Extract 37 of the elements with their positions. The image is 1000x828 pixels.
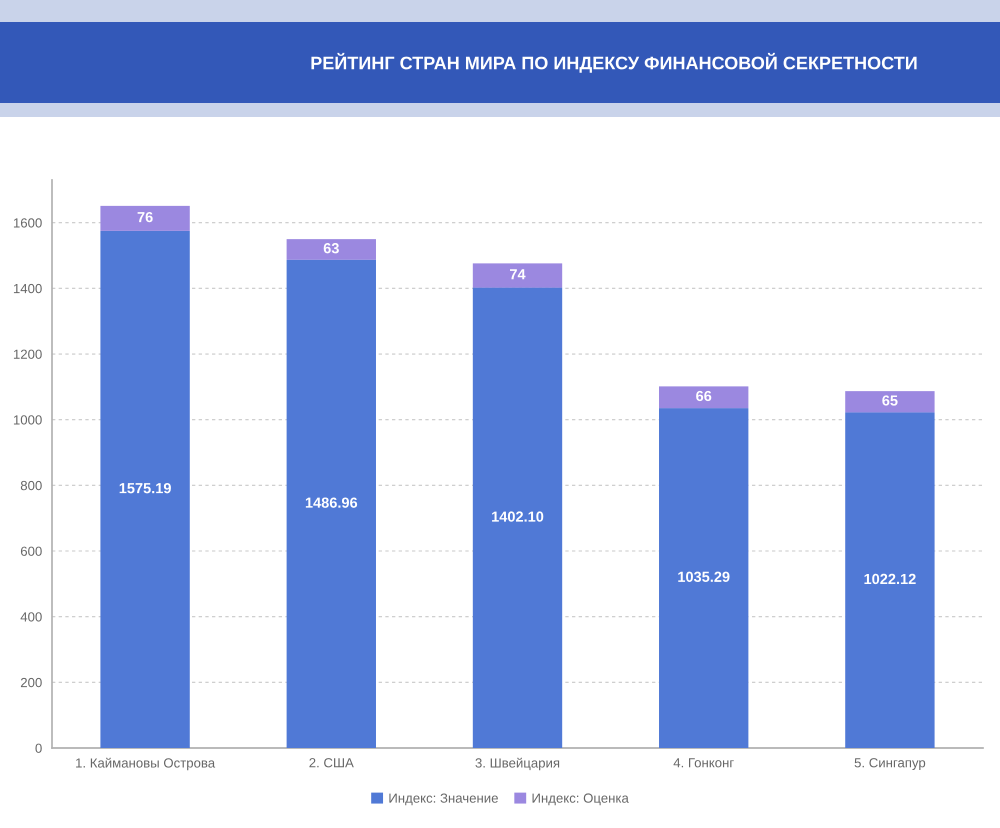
- bar: [472, 288, 562, 748]
- x-tick-label: 1. Каймановы Острова: [76, 758, 216, 770]
- data-label: 65: [882, 395, 898, 406]
- x-tick-label: 2. США: [309, 758, 354, 768]
- data-label: 1402.10: [492, 511, 544, 522]
- y-tick-label: 400: [20, 612, 42, 622]
- bar: [845, 391, 935, 412]
- y-tick-label: 1400: [14, 284, 42, 294]
- y-tick-label: 1200: [14, 350, 42, 359]
- data-label: 66: [696, 390, 712, 402]
- data-label: 1022.12: [864, 574, 916, 584]
- bar: [286, 260, 376, 748]
- bar: [100, 206, 190, 231]
- y-tick-label: 0: [35, 744, 42, 753]
- data-label: 1575.19: [120, 483, 171, 494]
- y-tick-label: 1600: [14, 218, 42, 228]
- bar: [286, 239, 376, 260]
- y-tick-label: 1000: [14, 415, 42, 425]
- y-tick-label: 200: [20, 678, 42, 688]
- bar: [472, 263, 562, 288]
- data-label: 1486.96: [306, 497, 358, 508]
- bar: [659, 386, 748, 408]
- x-tick-label: 4. Гонконг: [674, 758, 734, 768]
- bar: [659, 408, 748, 748]
- bar: [100, 230, 190, 748]
- data-label: 63: [324, 243, 339, 254]
- y-tick-label: 800: [20, 480, 42, 490]
- data-label: 1035.29: [678, 572, 730, 582]
- data-label: 74: [510, 269, 526, 280]
- legend-label: Индекс: Оценка: [532, 793, 629, 806]
- legend-label: Индекс: Значение: [389, 793, 498, 806]
- x-tick-label: 3. Швейцария: [475, 758, 560, 770]
- x-tick-label: 5. Сингапур: [854, 758, 926, 770]
- y-tick-label: 600: [20, 546, 42, 556]
- data-label: 76: [138, 212, 153, 222]
- chart-title: РЕЙТИНГ СТРАН МИРА ПО ИНДЕКСУ ФИНАНСОВОЙ СЕКРЕТНОСТИ: [311, 52, 917, 73]
- bar: [845, 412, 935, 748]
